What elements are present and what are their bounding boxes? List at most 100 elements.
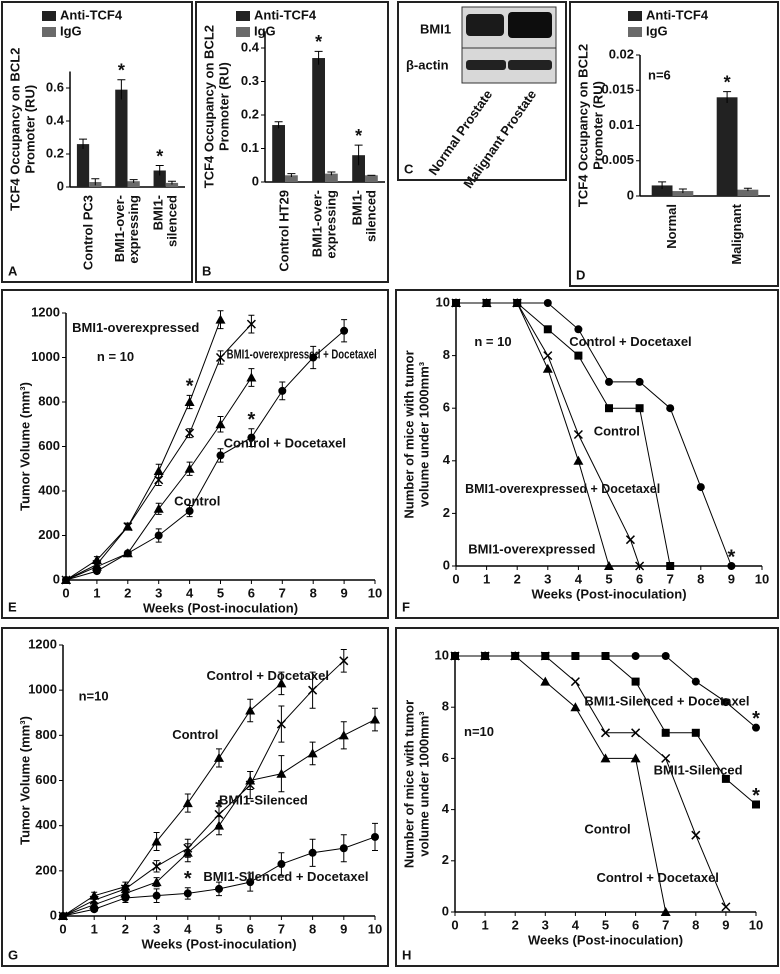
bar [127, 181, 140, 187]
marker [307, 748, 318, 758]
marker [696, 483, 705, 492]
x-tick-label: 0 [452, 571, 459, 586]
significance: * [724, 72, 731, 92]
x-tick-label: 4 [186, 585, 194, 600]
x-tick-label: 1 [93, 585, 100, 600]
marker [308, 685, 318, 695]
y-tick-label: 200 [35, 862, 57, 877]
significance: * [215, 797, 223, 819]
x-tick-label: silenced [363, 190, 378, 242]
series-label: BMI1-Silenced + Docetaxel [203, 869, 368, 884]
y-axis-label: Number of mice with tumor [401, 350, 416, 518]
marker [276, 719, 286, 729]
marker [481, 652, 490, 660]
error-bar [79, 138, 88, 150]
x-tick-label: silenced [164, 195, 179, 247]
legend-swatch [236, 11, 250, 21]
error-bar [91, 178, 100, 186]
marker [752, 800, 760, 809]
significance: * [355, 126, 362, 146]
series-line [455, 655, 757, 729]
marker [90, 905, 99, 914]
y-tick-label: 10 [435, 647, 449, 662]
marker [276, 678, 287, 688]
x-tick-label: 5 [602, 917, 609, 932]
marker [182, 798, 193, 808]
marker [182, 847, 193, 857]
y-axis-label: Tumor Volume (mm³) [17, 382, 32, 511]
x-axis-label: Weeks (Post-inoculation) [141, 936, 296, 951]
x-axis-label: Weeks (Post-inoculation) [528, 932, 683, 947]
panel-frame [395, 289, 779, 619]
y-tick-label: 1200 [28, 636, 57, 651]
marker [246, 319, 256, 329]
marker [153, 503, 164, 513]
significance: * [248, 409, 256, 431]
marker [339, 656, 349, 666]
marker [151, 877, 162, 887]
x-tick-label: 0 [451, 917, 458, 932]
x-tick-label: 9 [340, 921, 347, 936]
panel-frame [569, 1, 779, 287]
series-line [455, 655, 757, 805]
marker [625, 535, 635, 545]
annotation: n=6 [648, 67, 671, 82]
series-line [456, 302, 732, 567]
series-line [65, 330, 345, 581]
panel-frame [1, 1, 193, 283]
series-label: BMI1-overexpressed [468, 542, 595, 557]
marker [542, 363, 553, 373]
y-axis-label: Promoter (RU) [590, 81, 605, 170]
marker [660, 907, 671, 916]
x-tick-label: 4 [575, 571, 583, 586]
error-bar [678, 188, 687, 194]
marker [62, 576, 70, 584]
marker [451, 652, 459, 660]
error-bar [723, 91, 732, 103]
marker [216, 451, 225, 460]
x-tick-label: BMI1-over- [309, 190, 324, 257]
legend-label: Anti-TCF4 [646, 7, 709, 22]
marker [245, 775, 256, 785]
x-tick-label: 9 [722, 917, 729, 932]
marker [152, 861, 162, 871]
bar [365, 175, 378, 182]
marker [573, 455, 584, 465]
legend-label: Anti-TCF4 [254, 7, 317, 22]
x-tick-label: 5 [605, 571, 612, 586]
marker [511, 652, 520, 660]
y-axis-label: volume under 1000mm³ [416, 361, 431, 507]
x-tick-label: 0 [59, 921, 66, 936]
blot-panel: BMI1 β-actin Normal Prostate Malignant P… [397, 1, 567, 191]
marker [605, 377, 613, 386]
x-tick-label: 4 [184, 921, 192, 936]
panel-label: H [402, 947, 411, 962]
y-tick-label: 2 [443, 505, 450, 520]
marker [184, 463, 195, 473]
series-label: Control + Docetaxel [569, 334, 691, 349]
y-tick-label: 0.3 [241, 73, 259, 88]
x-tick-label: 7 [662, 917, 669, 932]
y-tick-label: 2 [442, 852, 449, 867]
x-tick-label: 1 [483, 571, 490, 586]
x-tick-label: 8 [692, 917, 699, 932]
series-label: BMI1-overexpressed + Docetaxel [465, 481, 660, 496]
annotation: n=10 [464, 724, 494, 739]
significance: * [118, 61, 125, 81]
marker [661, 728, 670, 737]
bar [165, 182, 179, 187]
bar [272, 125, 285, 182]
x-tick-label: BMI1- [150, 195, 165, 230]
panel-frame [395, 627, 779, 967]
marker [482, 299, 491, 307]
marker [339, 844, 348, 853]
panel-label: B [202, 263, 211, 278]
marker [600, 753, 611, 763]
marker [370, 714, 380, 724]
marker [574, 351, 583, 360]
y-axis-label: Promoter (RU) [22, 85, 37, 174]
annotation: n=10 [79, 688, 109, 703]
x-axis-label: Weeks (Post-inoculation) [143, 600, 298, 615]
marker [631, 652, 640, 660]
marker [185, 507, 194, 516]
